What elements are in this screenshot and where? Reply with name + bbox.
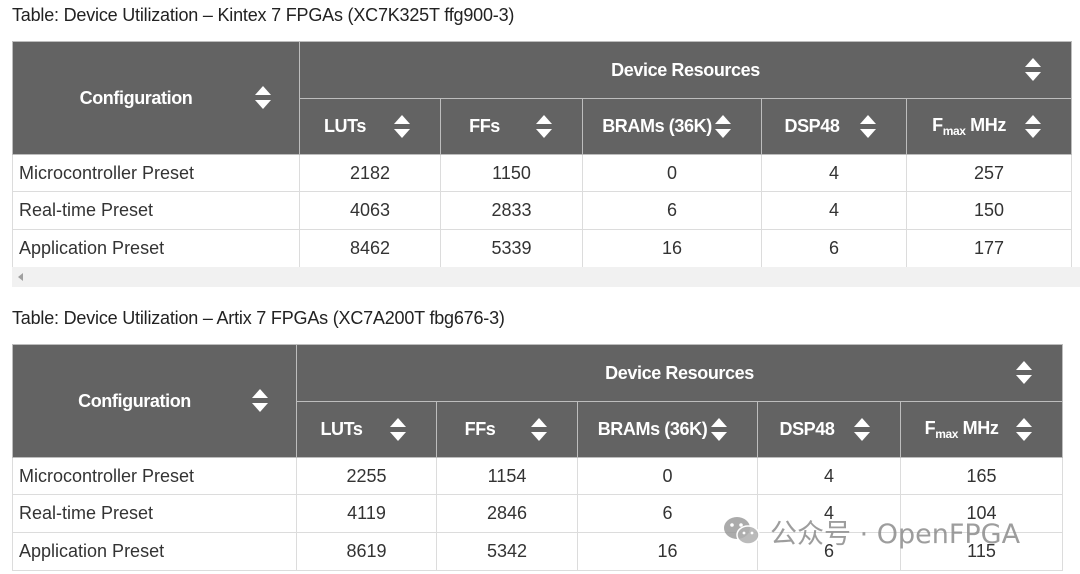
sort-icon[interactable]: [715, 114, 731, 139]
table-row: Microcontroller Preset 2255 1154 0 4 165: [12, 457, 1064, 495]
sort-icon[interactable]: [1016, 417, 1033, 442]
wechat-icon: [724, 517, 760, 545]
column-header-fmax[interactable]: Fmax MHz: [905, 98, 1073, 155]
table-row: Application Preset 8462 5339 16 6 177: [12, 229, 1073, 268]
cell-fmax: 257: [905, 154, 1073, 192]
table-row: Real-time Preset 4063 2833 6 4 150: [12, 191, 1073, 230]
sort-icon[interactable]: [394, 114, 410, 139]
column-header-dsp48[interactable]: DSP48: [761, 98, 907, 155]
device-resources-label: Device Resources: [611, 59, 760, 80]
column-header-label: DSP48: [784, 116, 840, 136]
cell-fmax: 165: [899, 457, 1064, 495]
configuration-header[interactable]: Configuration: [12, 41, 300, 155]
configuration-header[interactable]: Configuration: [12, 344, 297, 458]
column-header-ffs[interactable]: FFs: [436, 401, 578, 458]
sort-icon[interactable]: [711, 417, 727, 442]
cell-brams: 6: [582, 191, 762, 230]
sort-icon[interactable]: [255, 86, 271, 110]
cell-brams: 0: [582, 154, 762, 192]
cell-fmax: 115: [899, 532, 1064, 571]
column-header-label: BRAMs (36K): [602, 116, 712, 136]
sort-icon[interactable]: [390, 417, 406, 442]
column-header-label: FFs: [464, 419, 496, 439]
cell-dsp48: 4: [757, 494, 901, 533]
row-name: Microcontroller Preset: [12, 154, 300, 192]
row-name: Application Preset: [12, 229, 300, 268]
watermark-text: 公众号 · OpenFPGA: [770, 518, 1021, 550]
cell-ffs: 1154: [436, 457, 578, 495]
cell-ffs: 1150: [440, 154, 583, 192]
cell-luts: 2182: [299, 154, 441, 192]
cell-dsp48: 6: [761, 229, 907, 268]
column-header-label: LUTs: [323, 116, 367, 136]
column-header-ffs[interactable]: FFs: [440, 98, 583, 155]
fmax-unit: MHz: [962, 418, 999, 438]
cell-dsp48: 4: [757, 457, 901, 495]
sort-icon[interactable]: [860, 114, 876, 139]
sort-icon[interactable]: [536, 114, 552, 139]
table-row: Microcontroller Preset 2182 1150 0 4 257: [12, 154, 1073, 192]
utilization-table-kintex: Configuration Device Resources LUTs FFs …: [12, 41, 1073, 268]
column-header-luts[interactable]: LUTs: [296, 401, 437, 458]
cell-brams: 16: [582, 229, 762, 268]
cell-brams: 0: [577, 457, 758, 495]
cell-luts: 4063: [299, 191, 441, 230]
column-header-brams[interactable]: BRAMs (36K): [582, 98, 762, 155]
device-resources-header[interactable]: Device Resources: [298, 41, 1073, 99]
scroll-left-arrow-icon[interactable]: [18, 273, 23, 281]
fmax-symbol: F: [924, 418, 936, 438]
column-header-fmax[interactable]: Fmax MHz: [899, 401, 1064, 458]
cell-fmax: 150: [905, 191, 1073, 230]
fmax-subscript: max: [935, 427, 959, 441]
fmax-symbol: F: [932, 115, 943, 135]
fmax-unit: MHz: [970, 115, 1006, 135]
horizontal-scrollbar[interactable]: [12, 267, 1080, 287]
cell-dsp48: 4: [761, 154, 907, 192]
column-header-label: BRAMs (36K): [597, 419, 708, 439]
utilization-table-artix: Configuration Device Resources LUTs FFs …: [12, 344, 1064, 571]
sort-icon[interactable]: [531, 417, 547, 442]
configuration-header-label: Configuration: [78, 390, 191, 411]
cell-luts: 8619: [296, 532, 437, 571]
row-name: Real-time Preset: [12, 191, 300, 230]
cell-ffs: 5342: [436, 532, 578, 571]
table-row: Application Preset 8619 5342 16 6 115: [12, 532, 1064, 571]
cell-luts: 2255: [296, 457, 437, 495]
sort-icon[interactable]: [854, 417, 870, 442]
cell-luts: 8462: [299, 229, 441, 268]
cell-dsp48: 4: [761, 191, 907, 230]
cell-brams: 16: [577, 532, 758, 571]
cell-ffs: 2846: [436, 494, 578, 533]
column-header-dsp48[interactable]: DSP48: [757, 401, 901, 458]
cell-dsp48: 6: [757, 532, 901, 571]
table-caption-artix: Table: Device Utilization – Artix 7 FPGA…: [12, 308, 505, 328]
device-resources-label: Device Resources: [605, 362, 754, 383]
column-header-label: FFs: [469, 116, 500, 136]
table-row: Real-time Preset 4119 2846 6 4 104: [12, 494, 1064, 533]
device-resources-header[interactable]: Device Resources: [295, 344, 1064, 402]
column-header-label: DSP48: [779, 419, 835, 439]
row-name: Microcontroller Preset: [12, 457, 297, 495]
sort-icon[interactable]: [1025, 114, 1042, 139]
sort-icon[interactable]: [252, 389, 268, 413]
cell-ffs: 2833: [440, 191, 583, 230]
configuration-header-label: Configuration: [79, 87, 193, 108]
watermark: 公众号 · OpenFPGA: [722, 514, 1021, 550]
sort-icon[interactable]: [1025, 58, 1042, 82]
fmax-subscript: max: [942, 124, 966, 138]
column-header-label: LUTs: [320, 419, 363, 439]
row-name: Real-time Preset: [12, 494, 297, 533]
cell-fmax: 104: [899, 494, 1064, 533]
cell-luts: 4119: [296, 494, 437, 533]
sort-icon[interactable]: [1016, 361, 1033, 385]
cell-ffs: 5339: [440, 229, 583, 268]
row-name: Application Preset: [12, 532, 297, 571]
table-caption-kintex: Table: Device Utilization – Kintex 7 FPG…: [12, 5, 515, 25]
column-header-luts[interactable]: LUTs: [299, 98, 441, 155]
column-header-brams[interactable]: BRAMs (36K): [577, 401, 758, 458]
cell-fmax: 177: [905, 229, 1073, 268]
